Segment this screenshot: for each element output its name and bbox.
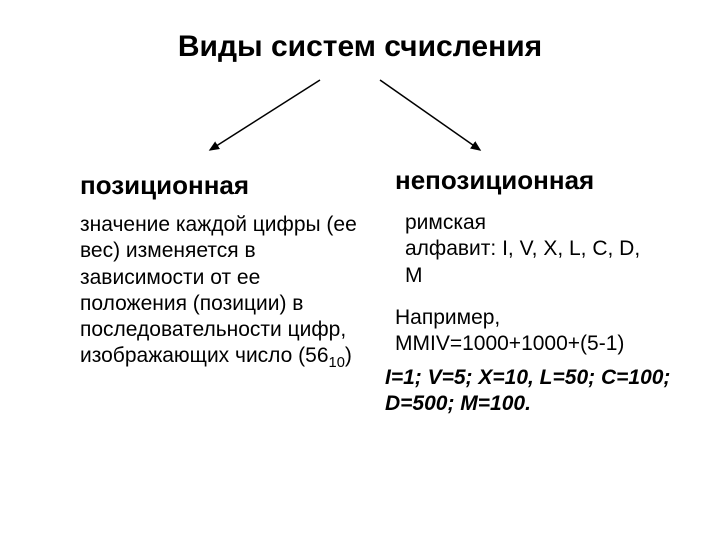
right-branch-alphabet: римская алфавит: I, V, X, L, C, D, M (405, 210, 650, 289)
diagram-canvas: Виды систем счисления позиционная непози… (0, 0, 720, 540)
right-line1: римская (405, 211, 486, 234)
diagram-title: Виды систем счисления (0, 30, 720, 64)
left-body-subscript: 10 (329, 355, 345, 371)
arrow-right (380, 80, 480, 150)
right-branch-values: I=1; V=5; X=10, L=50; C=100; D=500; M=10… (385, 365, 690, 418)
left-body-suffix: ) (345, 344, 352, 367)
arrow-left (210, 80, 320, 150)
left-branch-body: значение каждой цифры (ее вес) изменяетс… (80, 212, 360, 373)
left-branch-heading: позиционная (80, 170, 249, 201)
right-branch-heading: непозиционная (395, 165, 594, 196)
right-branch-example: Например, MMIV=1000+1000+(5-1) (395, 305, 690, 358)
left-body-text: значение каждой цифры (ее вес) изменяетс… (80, 213, 357, 367)
right-line2: алфавит: I, V, X, L, C, D, M (405, 237, 640, 286)
